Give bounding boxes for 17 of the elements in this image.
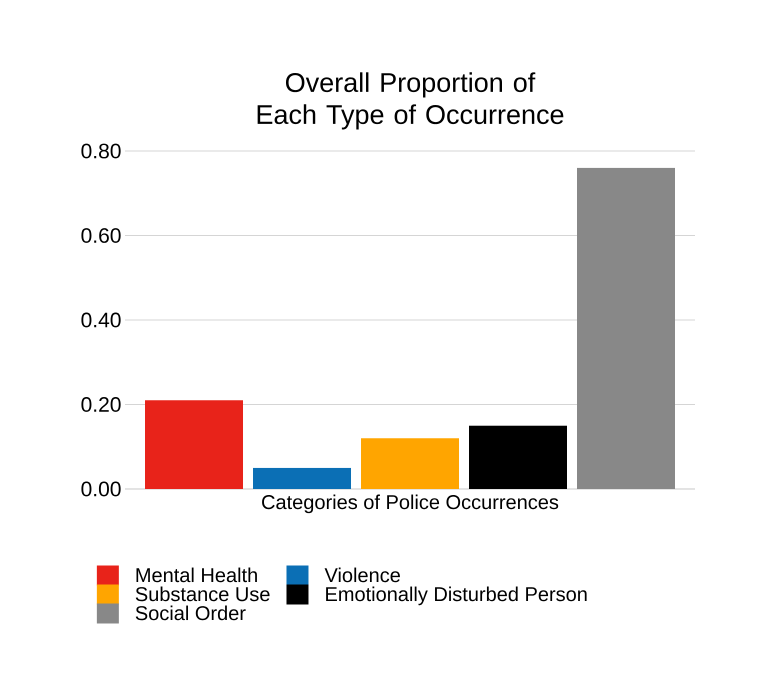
- y-tick-label: 0.40: [81, 312, 121, 328]
- bar: [361, 438, 460, 489]
- legend-label: Emotionally Disturbed Person: [326, 586, 587, 606]
- y-tick-label: 0.00: [81, 482, 121, 496]
- bar: [469, 426, 568, 489]
- chart-title: Overall Proportion of Each Type of Occurrence: [258, 72, 564, 130]
- legend-label: Substance Use: [136, 586, 270, 602]
- bar: [253, 468, 352, 489]
- legend-label: Violence: [324, 568, 400, 582]
- y-tick-label: 0.20: [81, 397, 121, 412]
- bar: [577, 168, 676, 489]
- legend-label: Mental Health: [136, 568, 257, 582]
- x-axis-title: Categories of Police Occurrences: [262, 494, 558, 514]
- y-tick-label: 0.60: [81, 228, 121, 243]
- bar: [145, 400, 244, 489]
- legend-label: Social Order: [136, 606, 246, 620]
- y-tick-label: 0.80: [81, 144, 121, 158]
